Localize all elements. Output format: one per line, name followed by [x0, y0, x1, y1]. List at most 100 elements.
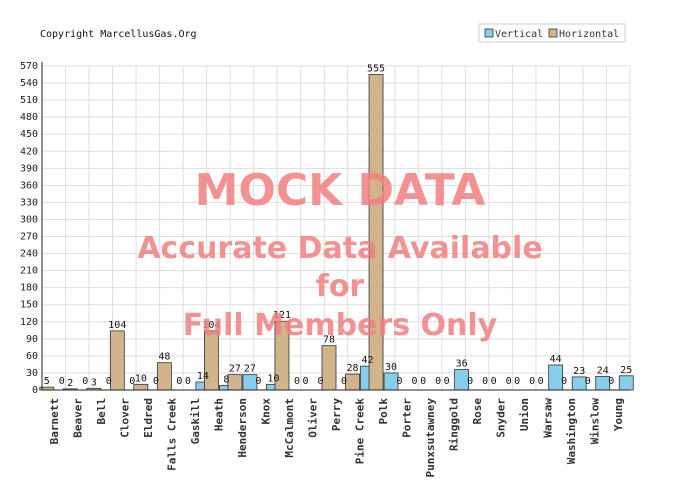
y-tick-label-6: 180	[20, 283, 38, 294]
value-label-vertical-23: 24	[597, 365, 609, 376]
value-label-vertical-4: 0	[153, 376, 159, 387]
value-label-vertical-16: 0	[435, 376, 441, 387]
copyright-text: Copyright MarcellusGas.Org	[40, 29, 197, 40]
legend-swatch-horizontal	[548, 28, 558, 38]
y-tick-label-5: 150	[20, 300, 38, 311]
value-label-horizontal-1: 2	[67, 378, 73, 389]
value-label-vertical-2: 0	[106, 376, 112, 387]
x-category-label-19: Snyder	[495, 398, 508, 438]
value-label-horizontal-20: 0	[514, 376, 520, 387]
value-label-vertical-24: 25	[620, 365, 632, 376]
value-label-vertical-18: 0	[482, 376, 488, 387]
value-label-vertical-21: 44	[550, 354, 562, 365]
value-label-horizontal-24: 0	[608, 376, 614, 387]
value-label-horizontal-23: 0	[585, 376, 591, 387]
value-label-horizontal-17: 0	[444, 376, 450, 387]
x-category-label-10: McCalmont	[283, 398, 296, 458]
x-category-label-2: Bell	[95, 398, 108, 425]
y-tick-label-13: 390	[20, 163, 38, 174]
y-tick-label-8: 240	[20, 249, 38, 260]
bar-horizontal-3	[109, 330, 125, 391]
value-label-horizontal-11: 0	[302, 376, 308, 387]
value-label-horizontal-0: 5	[44, 376, 50, 387]
x-category-label-14: Polk	[377, 398, 390, 425]
value-label-horizontal-5: 48	[158, 352, 170, 363]
value-label-vertical-19: 0	[506, 376, 512, 387]
watermark: MOCK DATA Accurate Data Available for Fu…	[137, 165, 542, 343]
legend: Vertical Horizontal	[478, 23, 626, 43]
y-tick-label-9: 270	[20, 232, 38, 243]
bar-vertical-24	[618, 375, 634, 391]
y-tick-label-19: 570	[20, 61, 38, 72]
legend-label-horizontal: Horizontal	[559, 29, 619, 40]
y-tick-label-12: 360	[20, 180, 38, 191]
y-tick-label-1: 30	[26, 368, 38, 379]
x-category-label-1: Beaver	[71, 398, 84, 438]
value-label-vertical-11: 0	[317, 376, 323, 387]
value-label-horizontal-18: 0	[467, 376, 473, 387]
value-label-horizontal-14: 555	[367, 64, 385, 75]
y-tick-label-15: 450	[20, 129, 38, 140]
x-category-label-5: Falls Creek	[165, 398, 178, 471]
value-label-vertical-10: 0	[294, 376, 300, 387]
value-label-vertical-7: 8	[223, 374, 229, 385]
x-category-label-3: Clover	[118, 398, 131, 438]
value-label-horizontal-7: 104	[202, 320, 220, 331]
watermark-line-4: Full Members Only	[183, 308, 498, 343]
value-label-horizontal-4: 10	[135, 373, 147, 384]
bars-layer	[39, 74, 634, 391]
value-label-horizontal-10: 121	[273, 310, 291, 321]
value-label-vertical-17: 36	[456, 359, 468, 370]
value-label-vertical-13: 42	[361, 355, 373, 366]
bar-horizontal-13	[345, 373, 360, 391]
x-category-label-9: Knox	[259, 398, 272, 425]
x-category-label-17: Ringgold	[448, 398, 461, 451]
watermark-line-2: Accurate Data Available	[137, 231, 542, 266]
y-tick-label-18: 540	[20, 78, 38, 89]
value-label-vertical-20: 0	[529, 376, 535, 387]
value-label-horizontal-15: 0	[397, 376, 403, 387]
value-label-vertical-22: 23	[573, 366, 585, 377]
legend-label-vertical: Vertical	[495, 29, 543, 40]
bar-horizontal-12	[321, 345, 337, 391]
x-category-label-4: Eldred	[142, 398, 155, 438]
value-label-horizontal-12: 78	[323, 335, 335, 346]
value-label-horizontal-3: 104	[108, 320, 126, 331]
watermark-line-1: MOCK DATA	[195, 165, 486, 216]
value-label-horizontal-6: 0	[185, 376, 191, 387]
bar-horizontal-8	[227, 374, 243, 391]
value-label-vertical-5: 0	[176, 376, 182, 387]
value-label-horizontal-9: 0	[255, 376, 261, 387]
y-tick-label-17: 510	[20, 95, 38, 106]
x-category-label-13: Pine Creek	[354, 398, 367, 465]
x-category-label-24: Young	[612, 398, 625, 431]
bar-horizontal-5	[156, 362, 172, 391]
bar-horizontal-4	[133, 383, 149, 391]
x-category-label-22: Washington	[565, 398, 578, 464]
value-label-vertical-6: 14	[197, 371, 209, 382]
value-label-vertical-15: 0	[412, 376, 418, 387]
legend-swatch-vertical	[484, 28, 494, 38]
value-label-vertical-14: 30	[385, 362, 397, 373]
x-category-label-8: Henderson	[236, 398, 249, 458]
x-category-label-6: Gaskill	[189, 398, 202, 444]
value-label-horizontal-13: 28	[346, 363, 358, 374]
y-tick-label-0: 0	[32, 385, 38, 396]
x-category-label-11: Oliver	[306, 398, 319, 438]
x-category-label-12: Perry	[330, 398, 343, 431]
y-tick-label-4: 120	[20, 317, 38, 328]
value-label-horizontal-21: 0	[538, 376, 544, 387]
value-label-vertical-8: 27	[244, 364, 256, 375]
y-tick-label-11: 330	[20, 197, 38, 208]
x-category-label-15: Porter	[401, 398, 414, 438]
value-label-vertical-0: 0	[59, 376, 65, 387]
y-tick-label-7: 210	[20, 266, 38, 277]
value-label-horizontal-2: 3	[91, 377, 97, 388]
x-category-label-18: Rose	[471, 398, 484, 425]
y-tick-label-14: 420	[20, 146, 38, 157]
value-label-horizontal-19: 0	[491, 376, 497, 387]
x-category-label-23: Winslow	[589, 398, 602, 445]
x-category-label-0: Barnett	[48, 398, 61, 444]
